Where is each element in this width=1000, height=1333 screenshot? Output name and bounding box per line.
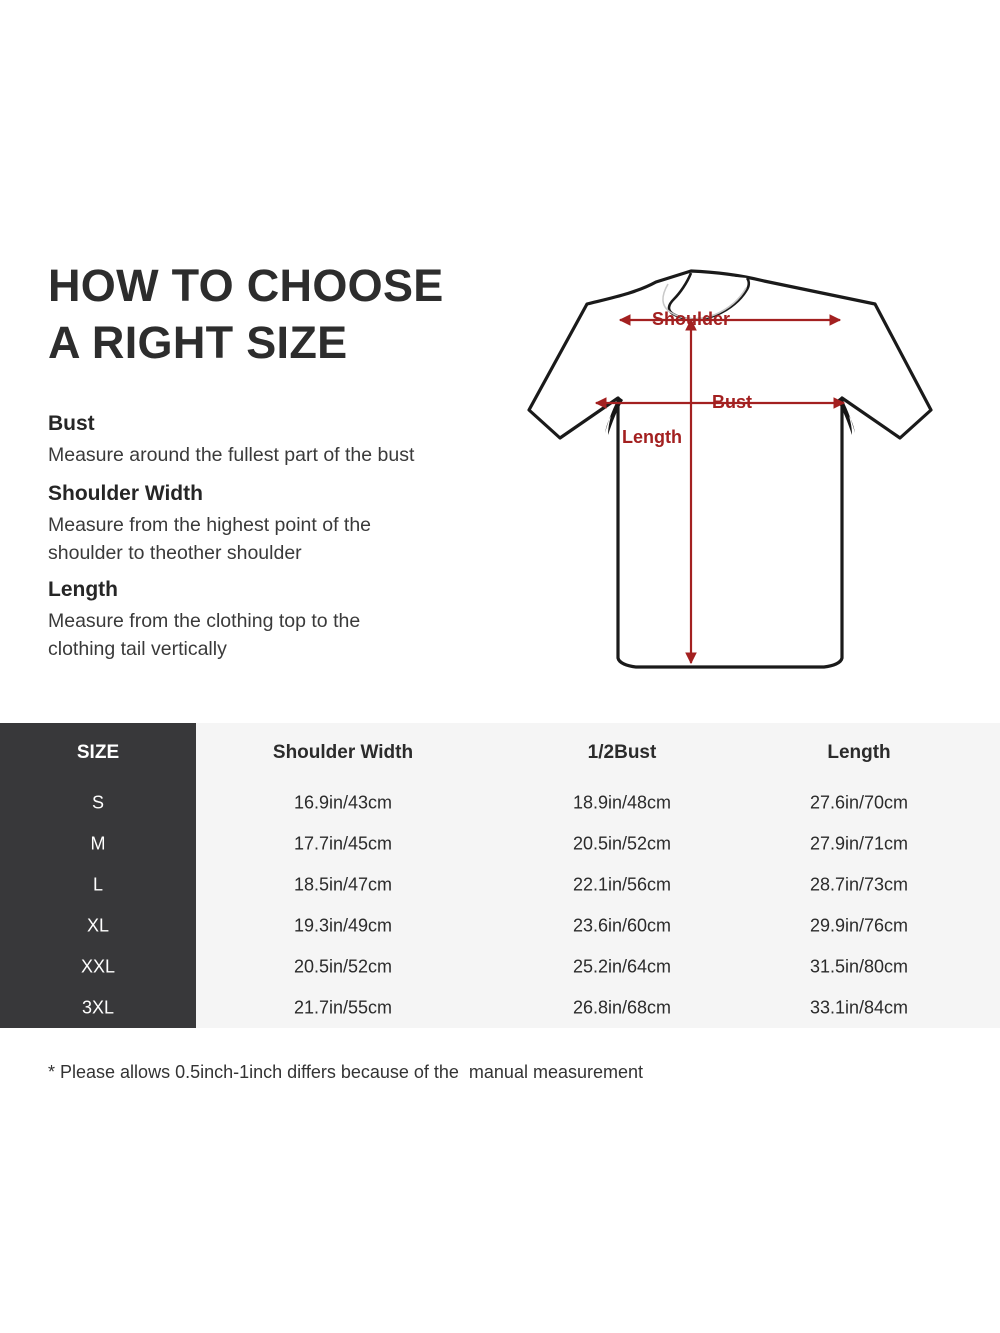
svg-text:Bust: Bust (712, 392, 752, 412)
svg-text:Length: Length (622, 427, 682, 447)
svg-text:Shoulder: Shoulder (652, 309, 730, 329)
